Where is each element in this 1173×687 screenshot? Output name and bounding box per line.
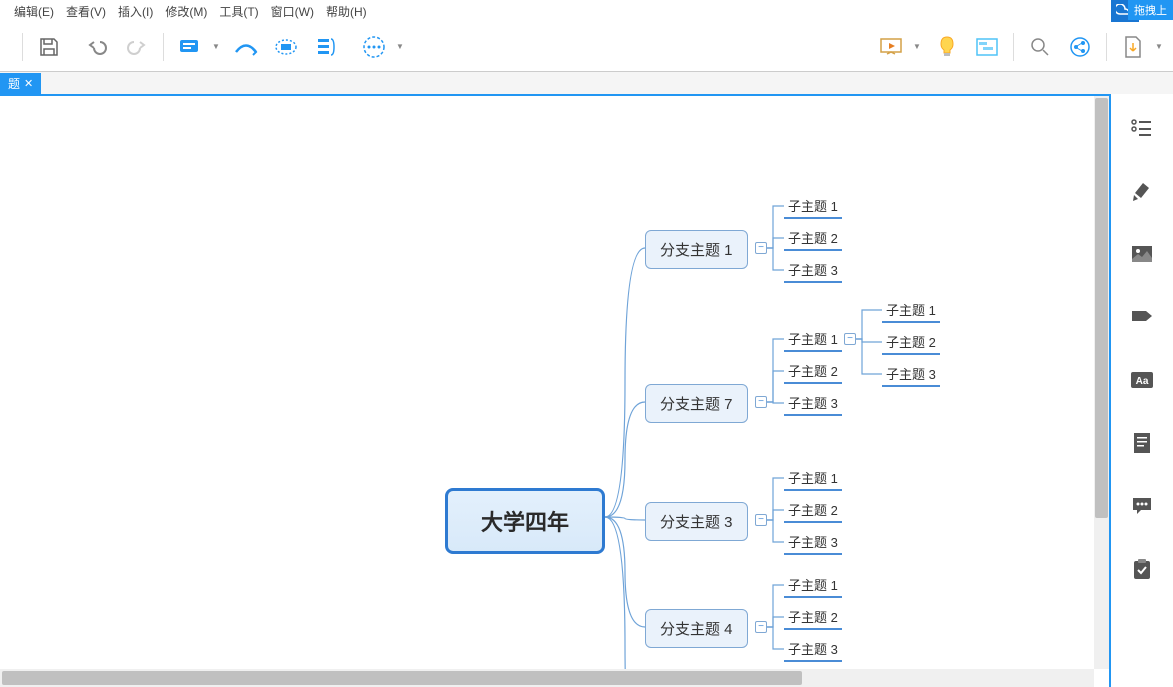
horizontal-scrollbar[interactable] — [0, 669, 1094, 687]
format-icon[interactable] — [1128, 177, 1156, 205]
sub-topic[interactable]: 子主题 1 — [784, 196, 842, 219]
collapse-toggle[interactable]: − — [844, 333, 856, 345]
zoom-button[interactable] — [1026, 33, 1054, 61]
sub-topic[interactable]: 子主题 3 — [882, 364, 940, 387]
branch-topic[interactable]: 分支主题 3 — [645, 502, 748, 541]
task-icon[interactable] — [1128, 555, 1156, 583]
brainstorm-button[interactable] — [933, 33, 961, 61]
sub-topic[interactable]: 子主题 1 — [784, 468, 842, 491]
branch-topic[interactable]: 分支主题 4 — [645, 609, 748, 648]
horizontal-scroll-thumb[interactable] — [2, 671, 802, 685]
svg-text:Aa: Aa — [1136, 376, 1149, 387]
menubar: 编辑(E) 查看(V) 插入(I) 修改(M) 工具(T) 窗口(W) 帮助(H… — [0, 0, 1173, 22]
branch-topic[interactable]: 分支主题 7 — [645, 384, 748, 423]
sub-topic[interactable]: 子主题 3 — [784, 532, 842, 555]
menu-view[interactable]: 查看(V) — [60, 1, 112, 22]
topic-button[interactable] — [176, 33, 204, 61]
relationship-button[interactable] — [232, 33, 260, 61]
more-button[interactable] — [360, 33, 388, 61]
sub-topic[interactable]: 子主题 2 — [882, 332, 940, 355]
collapse-toggle[interactable]: − — [755, 396, 767, 408]
image-icon[interactable] — [1128, 240, 1156, 268]
mindmap-canvas[interactable]: 大学四年分支主题 1−子主题 1子主题 2子主题 3分支主题 7−子主题 1−子… — [0, 96, 1109, 687]
toolbar: ▼ ▼ ▼ — [0, 22, 1173, 72]
presentation-button[interactable] — [877, 33, 905, 61]
tab-close-icon[interactable]: ✕ — [24, 77, 33, 90]
sub-topic[interactable]: 子主题 2 — [784, 607, 842, 630]
tabbar: 题 ✕ — [0, 72, 1173, 94]
share-button[interactable] — [1066, 33, 1094, 61]
comments-icon[interactable] — [1128, 492, 1156, 520]
sub-topic[interactable]: 子主题 1 — [784, 329, 842, 352]
vertical-scroll-thumb[interactable] — [1095, 98, 1108, 518]
canvas-wrap: 大学四年分支主题 1−子主题 1子主题 2子主题 3分支主题 7−子主题 1−子… — [0, 94, 1111, 687]
workspace: 大学四年分支主题 1−子主题 1子主题 2子主题 3分支主题 7−子主题 1−子… — [0, 94, 1173, 687]
undo-button[interactable] — [83, 33, 111, 61]
sub-topic[interactable]: 子主题 3 — [784, 393, 842, 416]
sub-topic[interactable]: 子主题 3 — [784, 639, 842, 662]
sub-topic[interactable]: 子主题 2 — [784, 361, 842, 384]
sub-topic[interactable]: 子主题 1 — [882, 300, 940, 323]
collapse-toggle[interactable]: − — [755, 514, 767, 526]
presentation-dropdown[interactable]: ▼ — [913, 42, 921, 51]
menu-window[interactable]: 窗口(W) — [265, 1, 320, 22]
menu-help[interactable]: 帮助(H) — [320, 1, 373, 22]
menu-tools[interactable]: 工具(T) — [213, 1, 264, 22]
menu-insert[interactable]: 插入(I) — [112, 1, 159, 22]
boundary-button[interactable] — [272, 33, 300, 61]
outline-icon[interactable] — [1128, 114, 1156, 142]
branch-topic[interactable]: 分支主题 1 — [645, 230, 748, 269]
redo-button[interactable] — [123, 33, 151, 61]
vertical-scrollbar[interactable] — [1094, 96, 1109, 669]
document-tab[interactable]: 题 ✕ — [0, 73, 41, 94]
sub-topic[interactable]: 子主题 2 — [784, 500, 842, 523]
sub-topic[interactable]: 子主题 3 — [784, 260, 842, 283]
menu-edit[interactable]: 编辑(E) — [8, 1, 60, 22]
sub-topic[interactable]: 子主题 1 — [784, 575, 842, 598]
sub-topic[interactable]: 子主题 2 — [784, 228, 842, 251]
topic-dropdown[interactable]: ▼ — [212, 42, 220, 51]
collapse-toggle[interactable]: − — [755, 242, 767, 254]
summary-button[interactable] — [312, 33, 340, 61]
export-button[interactable] — [1119, 33, 1147, 61]
menu-modify[interactable]: 修改(M) — [159, 1, 213, 22]
gantt-button[interactable] — [973, 33, 1001, 61]
font-icon[interactable]: Aa — [1128, 366, 1156, 394]
notes-icon[interactable] — [1128, 429, 1156, 457]
marker-icon[interactable] — [1128, 303, 1156, 331]
tab-label: 题 — [8, 75, 20, 92]
root-topic[interactable]: 大学四年 — [445, 488, 605, 554]
more-dropdown[interactable]: ▼ — [396, 42, 404, 51]
save-button[interactable] — [35, 33, 63, 61]
drag-hint: 拖拽上 — [1128, 0, 1173, 20]
export-dropdown[interactable]: ▼ — [1155, 42, 1163, 51]
collapse-toggle[interactable]: − — [755, 621, 767, 633]
right-sidebar: Aa — [1111, 94, 1173, 687]
